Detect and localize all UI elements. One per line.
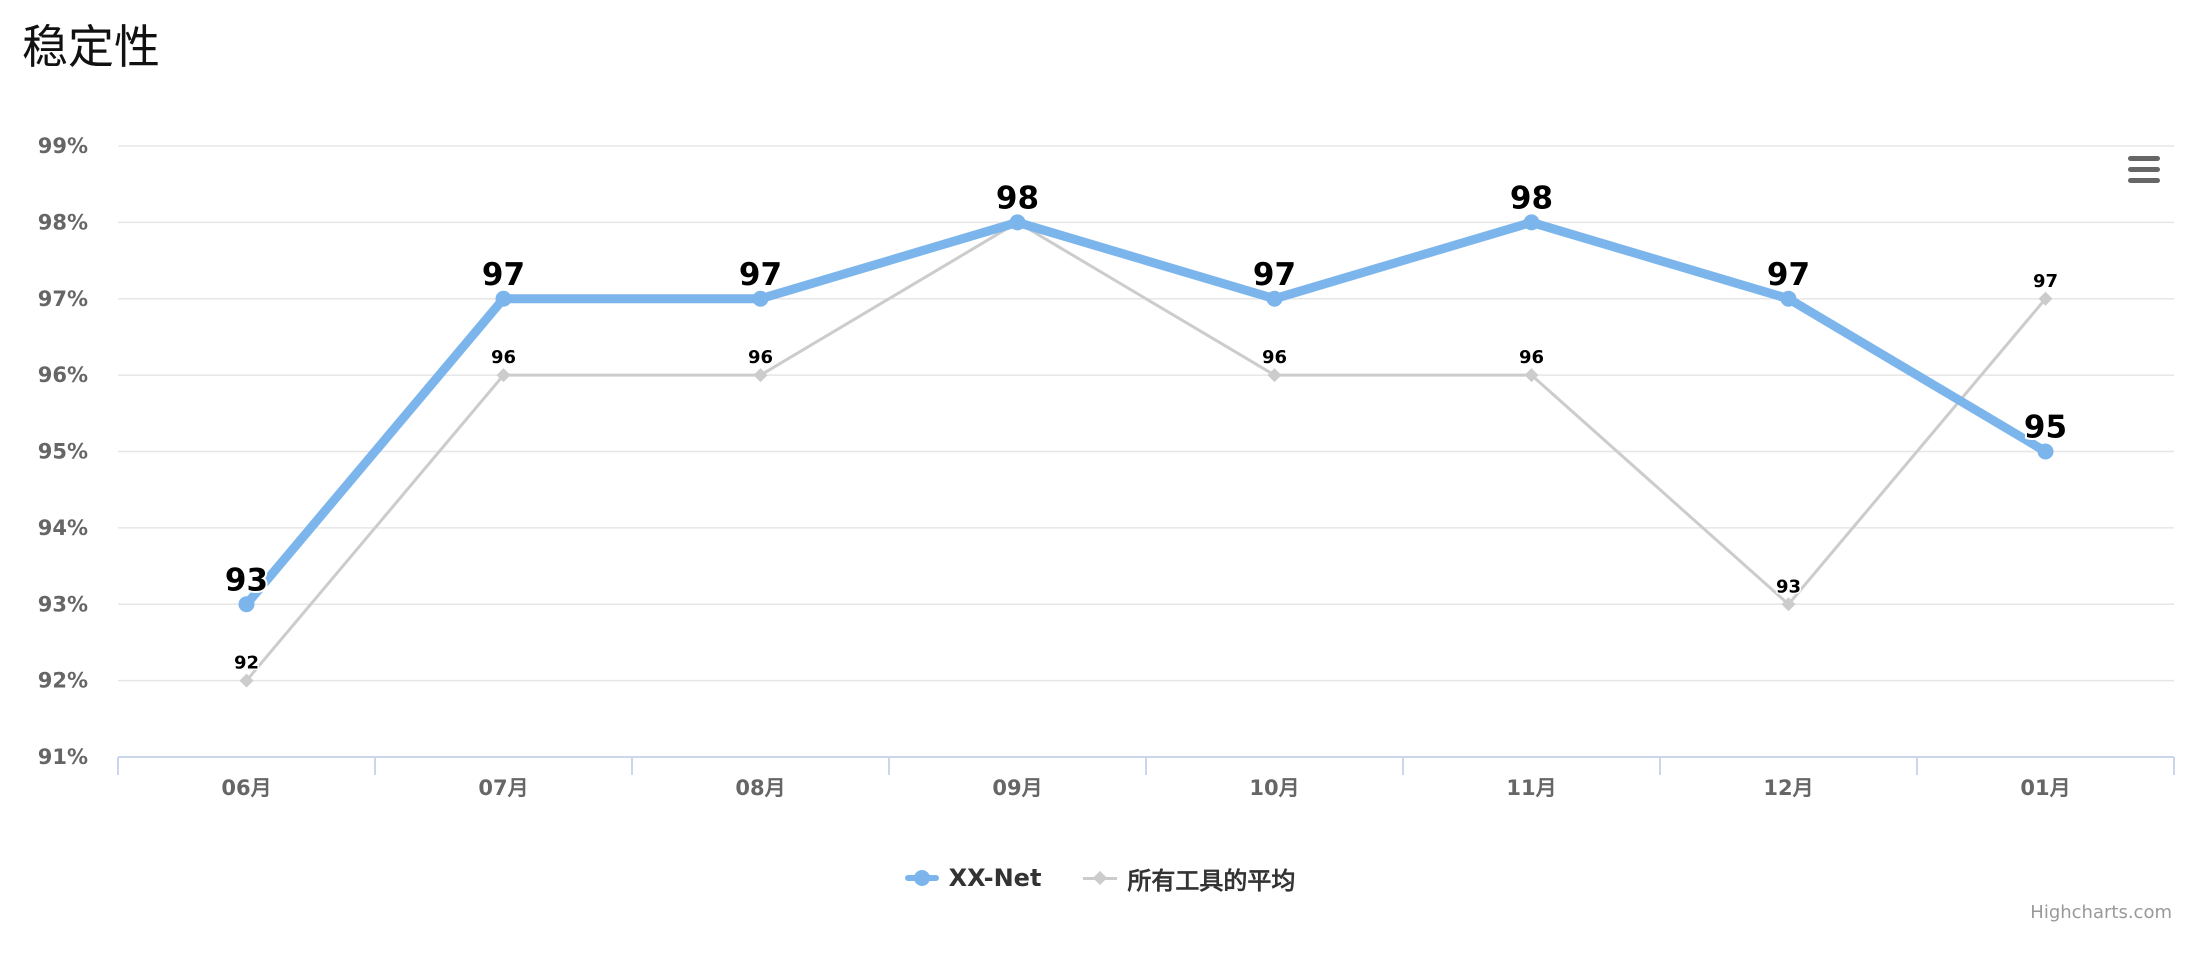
data-label-xxnet: 97 bbox=[1253, 257, 1296, 293]
legend-item-xxnet[interactable]: XX-Net bbox=[904, 864, 1042, 892]
data-point-xxnet bbox=[495, 290, 512, 307]
y-tick-label: 95% bbox=[38, 440, 88, 464]
legend-circle-line-icon bbox=[904, 870, 939, 886]
credits-link[interactable]: Highcharts.com bbox=[2030, 902, 2172, 923]
data-label-layer: 92 96 96 96 96 93 97 93 97 97 98 97 98 97 95 bbox=[223, 178, 2069, 675]
y-tick-label: 99% bbox=[38, 134, 88, 158]
data-point-average bbox=[1524, 368, 1539, 383]
series-line-xxnet bbox=[242, 217, 2050, 609]
series-layer bbox=[238, 214, 2054, 688]
y-tick-label: 93% bbox=[38, 592, 88, 616]
x-tick-label: 07月 bbox=[478, 776, 528, 800]
x-tick-label: 09月 bbox=[992, 776, 1042, 800]
data-point-average bbox=[753, 368, 768, 383]
legend-label-xxnet: XX-Net bbox=[948, 864, 1042, 892]
data-label-xxnet: 97 bbox=[482, 257, 525, 293]
data-label-average: 96 bbox=[1262, 347, 1287, 368]
data-point-xxnet bbox=[752, 290, 769, 307]
data-point-average bbox=[1267, 368, 1282, 383]
data-point-average bbox=[239, 673, 254, 688]
data-point-xxnet bbox=[1266, 290, 1283, 307]
menu-bar bbox=[2128, 167, 2160, 172]
data-point-average bbox=[1781, 597, 1796, 612]
data-label-xxnet: 98 bbox=[1510, 180, 1553, 216]
x-tick-label: 01月 bbox=[2020, 776, 2070, 800]
data-point-average bbox=[2038, 291, 2053, 306]
x-tick-label: 11月 bbox=[1506, 776, 1556, 800]
hamburger-menu-icon[interactable] bbox=[2124, 152, 2164, 188]
y-tick-label: 97% bbox=[38, 287, 88, 311]
data-label-average: 97 bbox=[2033, 271, 2058, 292]
y-tick-label: 94% bbox=[38, 516, 88, 540]
chart-legend: XX-Net 所有工具的平均 bbox=[0, 860, 2200, 896]
data-point-xxnet bbox=[1523, 214, 1540, 231]
data-label-average: 92 bbox=[234, 653, 259, 674]
data-point-average bbox=[496, 368, 511, 383]
x-tick-label: 08月 bbox=[735, 776, 785, 800]
data-point-xxnet bbox=[1009, 214, 1026, 231]
data-label-xxnet: 98 bbox=[996, 180, 1039, 216]
y-tick-label: 98% bbox=[38, 210, 88, 234]
data-label-xxnet: 97 bbox=[1767, 257, 1810, 293]
data-label-average: 93 bbox=[1776, 576, 1801, 597]
data-point-xxnet bbox=[238, 596, 255, 613]
axis-layer: 91% 92% 93% 94% 95% 96% 97% 98% 99% 06月 07月 08月 09月 1… bbox=[38, 134, 2175, 800]
data-label-xxnet: 97 bbox=[739, 257, 782, 293]
x-tick-label: 10月 bbox=[1249, 776, 1299, 800]
y-tick-label: 91% bbox=[38, 745, 88, 769]
data-label-xxnet: 93 bbox=[225, 562, 268, 598]
data-label-average: 96 bbox=[748, 347, 773, 368]
legend-label-average: 所有工具的平均 bbox=[1127, 866, 1296, 895]
y-tick-label: 96% bbox=[38, 363, 88, 387]
data-point-xxnet bbox=[1780, 290, 1797, 307]
menu-bar bbox=[2128, 178, 2160, 183]
data-label-xxnet: 95 bbox=[2024, 410, 2067, 446]
menu-bar bbox=[2128, 156, 2160, 161]
y-tick-label: 92% bbox=[38, 669, 88, 693]
grid-layer bbox=[118, 145, 2174, 682]
chart-title: 稳定性 bbox=[22, 20, 160, 74]
x-tick-label: 12月 bbox=[1763, 776, 1813, 800]
legend-diamond-line-icon bbox=[1083, 870, 1118, 886]
legend-marker bbox=[913, 870, 930, 886]
series-line-average bbox=[245, 220, 2047, 683]
data-label-average: 96 bbox=[491, 347, 516, 368]
data-point-xxnet bbox=[2037, 443, 2054, 460]
legend-marker bbox=[1093, 870, 1108, 886]
legend-item-average[interactable]: 所有工具的平均 bbox=[1083, 861, 1295, 896]
data-label-average: 96 bbox=[1519, 347, 1544, 368]
x-tick-label: 06月 bbox=[221, 776, 271, 800]
